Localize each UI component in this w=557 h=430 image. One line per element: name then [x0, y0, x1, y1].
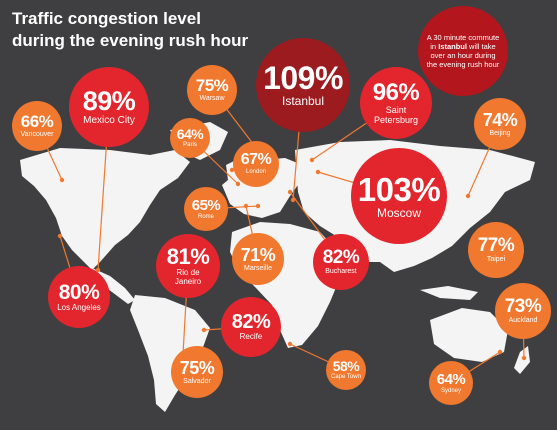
title-line-1: Traffic congestion level [12, 9, 201, 28]
city-marker-recife [201, 327, 207, 333]
city-label: Taipei [486, 256, 506, 264]
value-label: 103% [357, 170, 441, 208]
city-marker-rome [255, 203, 261, 209]
bubble-salvador: 75% Salvador [171, 346, 223, 398]
city-label: Salvador [183, 377, 211, 385]
note-text: A 30 minute commute in Istanbul will tak… [426, 33, 500, 69]
city-marker-istanbul [290, 197, 296, 203]
new-zealand-shape [514, 346, 530, 374]
note-post: will take over an hour during the evenin… [426, 42, 500, 69]
bubble-taipei: 77% Taipei [468, 222, 524, 278]
value-label: 74% [482, 109, 518, 130]
bubble-paris: 64% Paris [170, 118, 210, 158]
city-label: Paris [183, 142, 197, 149]
value-label: 89% [82, 85, 136, 116]
city-marker-saint-petersburg [309, 157, 315, 163]
city-label: Vancouver [20, 131, 54, 139]
bubble-bucharest: 82% Bucharest [313, 234, 369, 290]
city-label: Beijing [489, 129, 511, 137]
bubble-auckland: 73% Auckland [495, 283, 551, 339]
bubble-warsaw: 75% Warsaw [187, 65, 237, 115]
bubble-los-angeles: 80% Los Angeles [48, 266, 110, 328]
indonesia-shape [420, 286, 478, 300]
value-label: 75% [179, 357, 215, 378]
city-label: Recife [239, 332, 263, 342]
bubble-london: 67% London [233, 141, 279, 187]
value-label: 80% [58, 280, 100, 304]
city-label: Istanbul [281, 94, 325, 109]
value-label: 73% [504, 296, 542, 318]
city-label: Saint Petersburg [373, 105, 419, 125]
city-label: Auckland [508, 317, 538, 325]
bubble-moscow: 103% Moscow [351, 148, 447, 244]
value-label: 96% [372, 79, 420, 107]
value-label: 109% [263, 60, 343, 97]
value-label: 82% [322, 247, 360, 269]
value-label: 58% [332, 358, 360, 375]
value-label: 77% [477, 235, 515, 257]
city-marker-marseille [243, 203, 249, 209]
note-pre: A 30 minute commute in [426, 33, 500, 51]
city-label: Cape Town [331, 374, 361, 381]
city-label: London [245, 169, 267, 176]
value-label: 64% [436, 370, 466, 388]
city-label: Warsaw [199, 95, 225, 103]
bubble-rome: 65% Rome [184, 187, 228, 231]
bubble-istanbul: 109% Istanbul [256, 38, 350, 132]
bubble-recife: 82% Recife [221, 297, 281, 357]
city-label: Mexico City [83, 114, 135, 126]
city-label: Rome [197, 213, 214, 220]
bubble-cape-town: 58% Cape Town [326, 350, 366, 390]
chart-title: Traffic congestion level during the even… [12, 8, 302, 52]
bubble-mexico-city: 89% Mexico City [69, 67, 149, 147]
south-america-shape [130, 295, 210, 412]
city-marker-sydney [497, 349, 503, 355]
city-label: Bucharest [325, 268, 357, 276]
city-marker-moscow [315, 169, 321, 175]
city-marker-los-angeles [57, 233, 63, 239]
value-label: 71% [240, 244, 276, 265]
title-line-2: during the evening rush hour [12, 31, 249, 50]
city-label: Los Angeles [57, 302, 101, 312]
city-label: Marseille [243, 264, 272, 272]
note-city: Istanbul [438, 42, 467, 51]
city-marker-auckland [521, 355, 527, 361]
australia-shape [430, 308, 508, 362]
value-label: 67% [240, 151, 272, 169]
bubble-saint-petersburg: 96% Saint Petersburg [360, 67, 432, 139]
city-marker-bucharest [287, 189, 293, 195]
city-marker-cape-town [287, 341, 293, 347]
city-label: Sydney [440, 387, 461, 394]
bubble-marseille: 71% Marseille [232, 233, 284, 285]
city-label: Moscow [376, 205, 421, 220]
bubble-beijing: 74% Beijing [474, 98, 526, 150]
bubble-sydney: 64% Sydney [429, 361, 473, 405]
bubble-rio-de-janeiro: 81% Rio de Janeiro [156, 234, 220, 298]
value-label: 64% [176, 126, 204, 143]
city-label: Rio de Janeiro [174, 268, 202, 286]
bubble-vancouver: 66% Vancouver [12, 101, 62, 151]
value-label: 66% [20, 112, 54, 132]
value-label: 81% [166, 244, 210, 270]
city-marker-beijing [465, 193, 471, 199]
value-label: 75% [195, 76, 229, 96]
value-label: 65% [191, 196, 221, 214]
value-label: 82% [231, 311, 271, 334]
istanbul-note: A 30 minute commute in Istanbul will tak… [418, 6, 508, 96]
city-marker-vancouver [59, 177, 65, 183]
city-marker-paris [235, 181, 241, 187]
